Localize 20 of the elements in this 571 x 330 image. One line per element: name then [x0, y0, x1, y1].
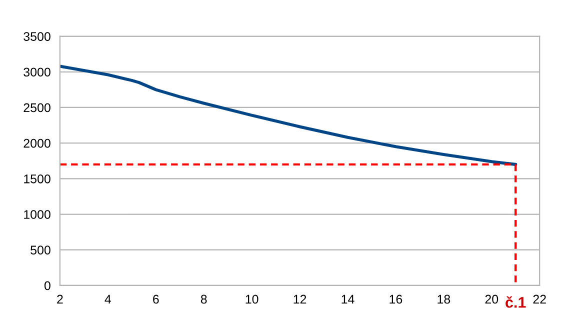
annotation: č.1 — [506, 296, 526, 308]
y-tick-label: 2500 — [24, 103, 50, 112]
x-tick-label: 12 — [294, 294, 306, 304]
y-tick-label: 1000 — [24, 210, 50, 219]
x-tick-label: 8 — [200, 294, 207, 304]
x-tick-label: 18 — [438, 294, 450, 304]
y-tick-label: 3500 — [24, 32, 50, 41]
y-tick-label: 0 — [44, 281, 50, 290]
y-tick-label: 500 — [30, 246, 50, 255]
x-tick-label: 16 — [390, 294, 402, 304]
y-tick-label: 2000 — [24, 138, 50, 148]
x-tick-label: 20 — [485, 294, 498, 304]
x-tick-label: 10 — [246, 294, 258, 304]
y-tick-label: 1500 — [24, 174, 50, 184]
x-tick-label: 4 — [104, 294, 112, 304]
x-tick-label: 14 — [342, 294, 354, 304]
x-tick-label: 6 — [153, 294, 159, 304]
x-tick-label: 22 — [533, 294, 546, 304]
y-tick-label: 3000 — [24, 68, 50, 77]
x-tick-label: 2 — [57, 294, 63, 304]
